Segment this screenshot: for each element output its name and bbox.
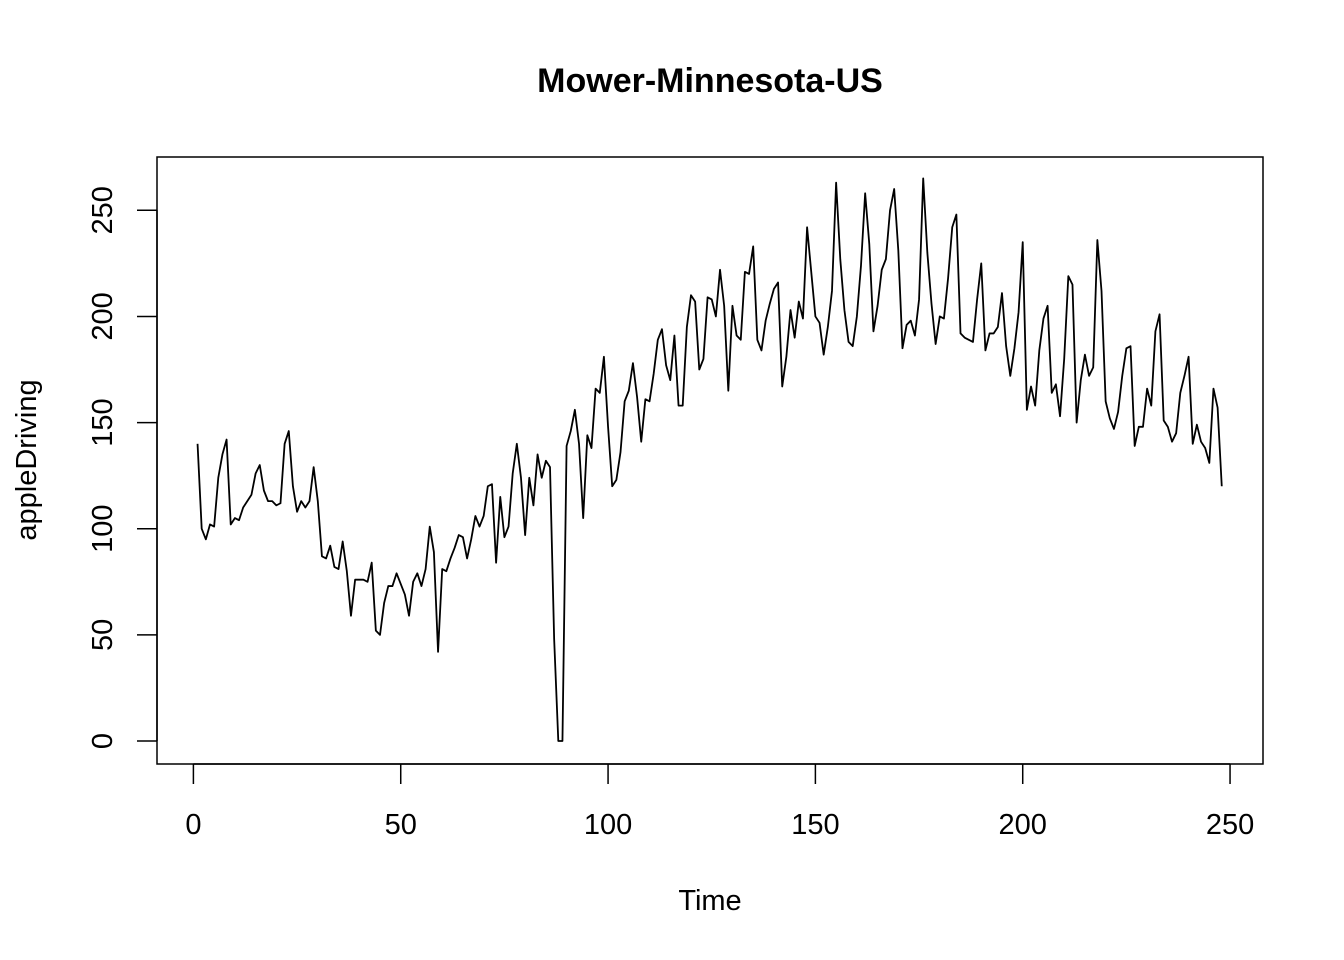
y-axis-label: appleDriving: [11, 379, 43, 540]
chart-title: Mower-Minnesota-US: [537, 62, 883, 100]
y-tick-label: 100: [87, 505, 119, 553]
x-tick-label: 200: [999, 809, 1047, 841]
y-tick-label: 150: [87, 398, 119, 446]
x-tick-label: 0: [185, 809, 201, 841]
y-axis: 0 50 100 150 200 250: [87, 186, 158, 749]
x-tick-label: 150: [791, 809, 839, 841]
x-tick-label: 50: [385, 809, 417, 841]
x-axis: 0 50 100 150 200 250: [185, 763, 1254, 841]
y-tick-label: 250: [87, 186, 119, 234]
y-tick-label: 50: [87, 619, 119, 651]
x-axis-label: Time: [678, 885, 741, 917]
series-line-appledriving: [196, 177, 1223, 742]
y-tick-label: 200: [87, 292, 119, 340]
y-tick-label: 0: [87, 733, 119, 749]
x-tick-label: 250: [1206, 809, 1254, 841]
x-tick-label: 100: [584, 809, 632, 841]
